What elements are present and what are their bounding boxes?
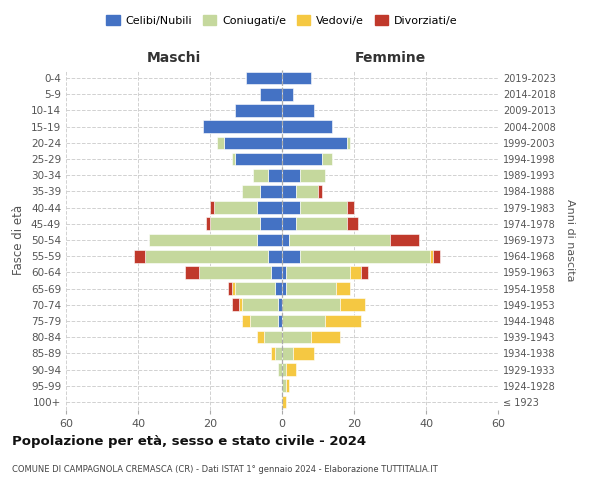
Bar [350, 266, 361, 278]
Bar [293, 347, 314, 360]
Bar [235, 282, 275, 295]
Bar [278, 363, 282, 376]
Y-axis label: Anni di nascita: Anni di nascita [565, 198, 575, 281]
Bar [347, 136, 350, 149]
Bar [282, 298, 340, 311]
Y-axis label: Fasce di età: Fasce di età [13, 205, 25, 275]
Bar [260, 218, 282, 230]
Bar [282, 202, 300, 214]
Text: Maschi: Maschi [147, 51, 201, 65]
Bar [217, 136, 224, 149]
Bar [282, 380, 286, 392]
Bar [282, 152, 322, 166]
Bar [347, 202, 354, 214]
Bar [134, 250, 145, 262]
Bar [282, 218, 296, 230]
Bar [210, 218, 260, 230]
Bar [242, 185, 260, 198]
Bar [271, 347, 275, 360]
Bar [340, 298, 365, 311]
Bar [311, 331, 340, 344]
Bar [282, 266, 286, 278]
Bar [210, 202, 214, 214]
Bar [268, 250, 282, 262]
Bar [260, 185, 282, 198]
Bar [235, 104, 282, 117]
Bar [347, 218, 358, 230]
Bar [282, 234, 289, 246]
Bar [286, 363, 296, 376]
Bar [235, 152, 282, 166]
Bar [275, 282, 282, 295]
Bar [296, 185, 318, 198]
Bar [257, 331, 264, 344]
Bar [232, 298, 239, 311]
Bar [271, 266, 282, 278]
Bar [289, 234, 390, 246]
Bar [257, 234, 282, 246]
Bar [322, 152, 332, 166]
Bar [286, 380, 289, 392]
Bar [286, 282, 336, 295]
Bar [300, 169, 325, 181]
Bar [430, 250, 433, 262]
Bar [268, 169, 282, 181]
Bar [278, 314, 282, 328]
Bar [149, 234, 257, 246]
Bar [224, 136, 282, 149]
Bar [203, 120, 282, 133]
Text: Femmine: Femmine [355, 51, 425, 65]
Bar [206, 218, 210, 230]
Bar [336, 282, 350, 295]
Bar [361, 266, 368, 278]
Legend: Celibi/Nubili, Coniugati/e, Vedovi/e, Divorziati/e: Celibi/Nubili, Coniugati/e, Vedovi/e, Di… [102, 10, 462, 30]
Bar [318, 185, 322, 198]
Bar [242, 314, 250, 328]
Bar [296, 218, 347, 230]
Bar [282, 347, 293, 360]
Bar [433, 250, 440, 262]
Bar [250, 314, 278, 328]
Bar [282, 185, 296, 198]
Bar [300, 202, 347, 214]
Bar [390, 234, 419, 246]
Bar [239, 298, 242, 311]
Bar [228, 282, 232, 295]
Bar [242, 298, 278, 311]
Bar [199, 266, 271, 278]
Text: Popolazione per età, sesso e stato civile - 2024: Popolazione per età, sesso e stato civil… [12, 435, 366, 448]
Bar [282, 88, 293, 101]
Bar [325, 314, 361, 328]
Bar [232, 282, 235, 295]
Bar [282, 120, 332, 133]
Bar [282, 396, 286, 408]
Bar [282, 314, 325, 328]
Bar [260, 88, 282, 101]
Bar [282, 104, 314, 117]
Bar [145, 250, 268, 262]
Bar [282, 136, 347, 149]
Bar [185, 266, 199, 278]
Bar [282, 250, 300, 262]
Bar [275, 347, 282, 360]
Bar [282, 282, 286, 295]
Bar [264, 331, 282, 344]
Bar [300, 250, 430, 262]
Bar [232, 152, 235, 166]
Bar [253, 169, 268, 181]
Bar [282, 169, 300, 181]
Bar [282, 331, 311, 344]
Bar [214, 202, 257, 214]
Bar [282, 363, 286, 376]
Text: COMUNE DI CAMPAGNOLA CREMASCA (CR) - Dati ISTAT 1° gennaio 2024 - Elaborazione T: COMUNE DI CAMPAGNOLA CREMASCA (CR) - Dat… [12, 465, 438, 474]
Bar [246, 72, 282, 85]
Bar [257, 202, 282, 214]
Bar [278, 298, 282, 311]
Bar [286, 266, 350, 278]
Bar [282, 72, 311, 85]
